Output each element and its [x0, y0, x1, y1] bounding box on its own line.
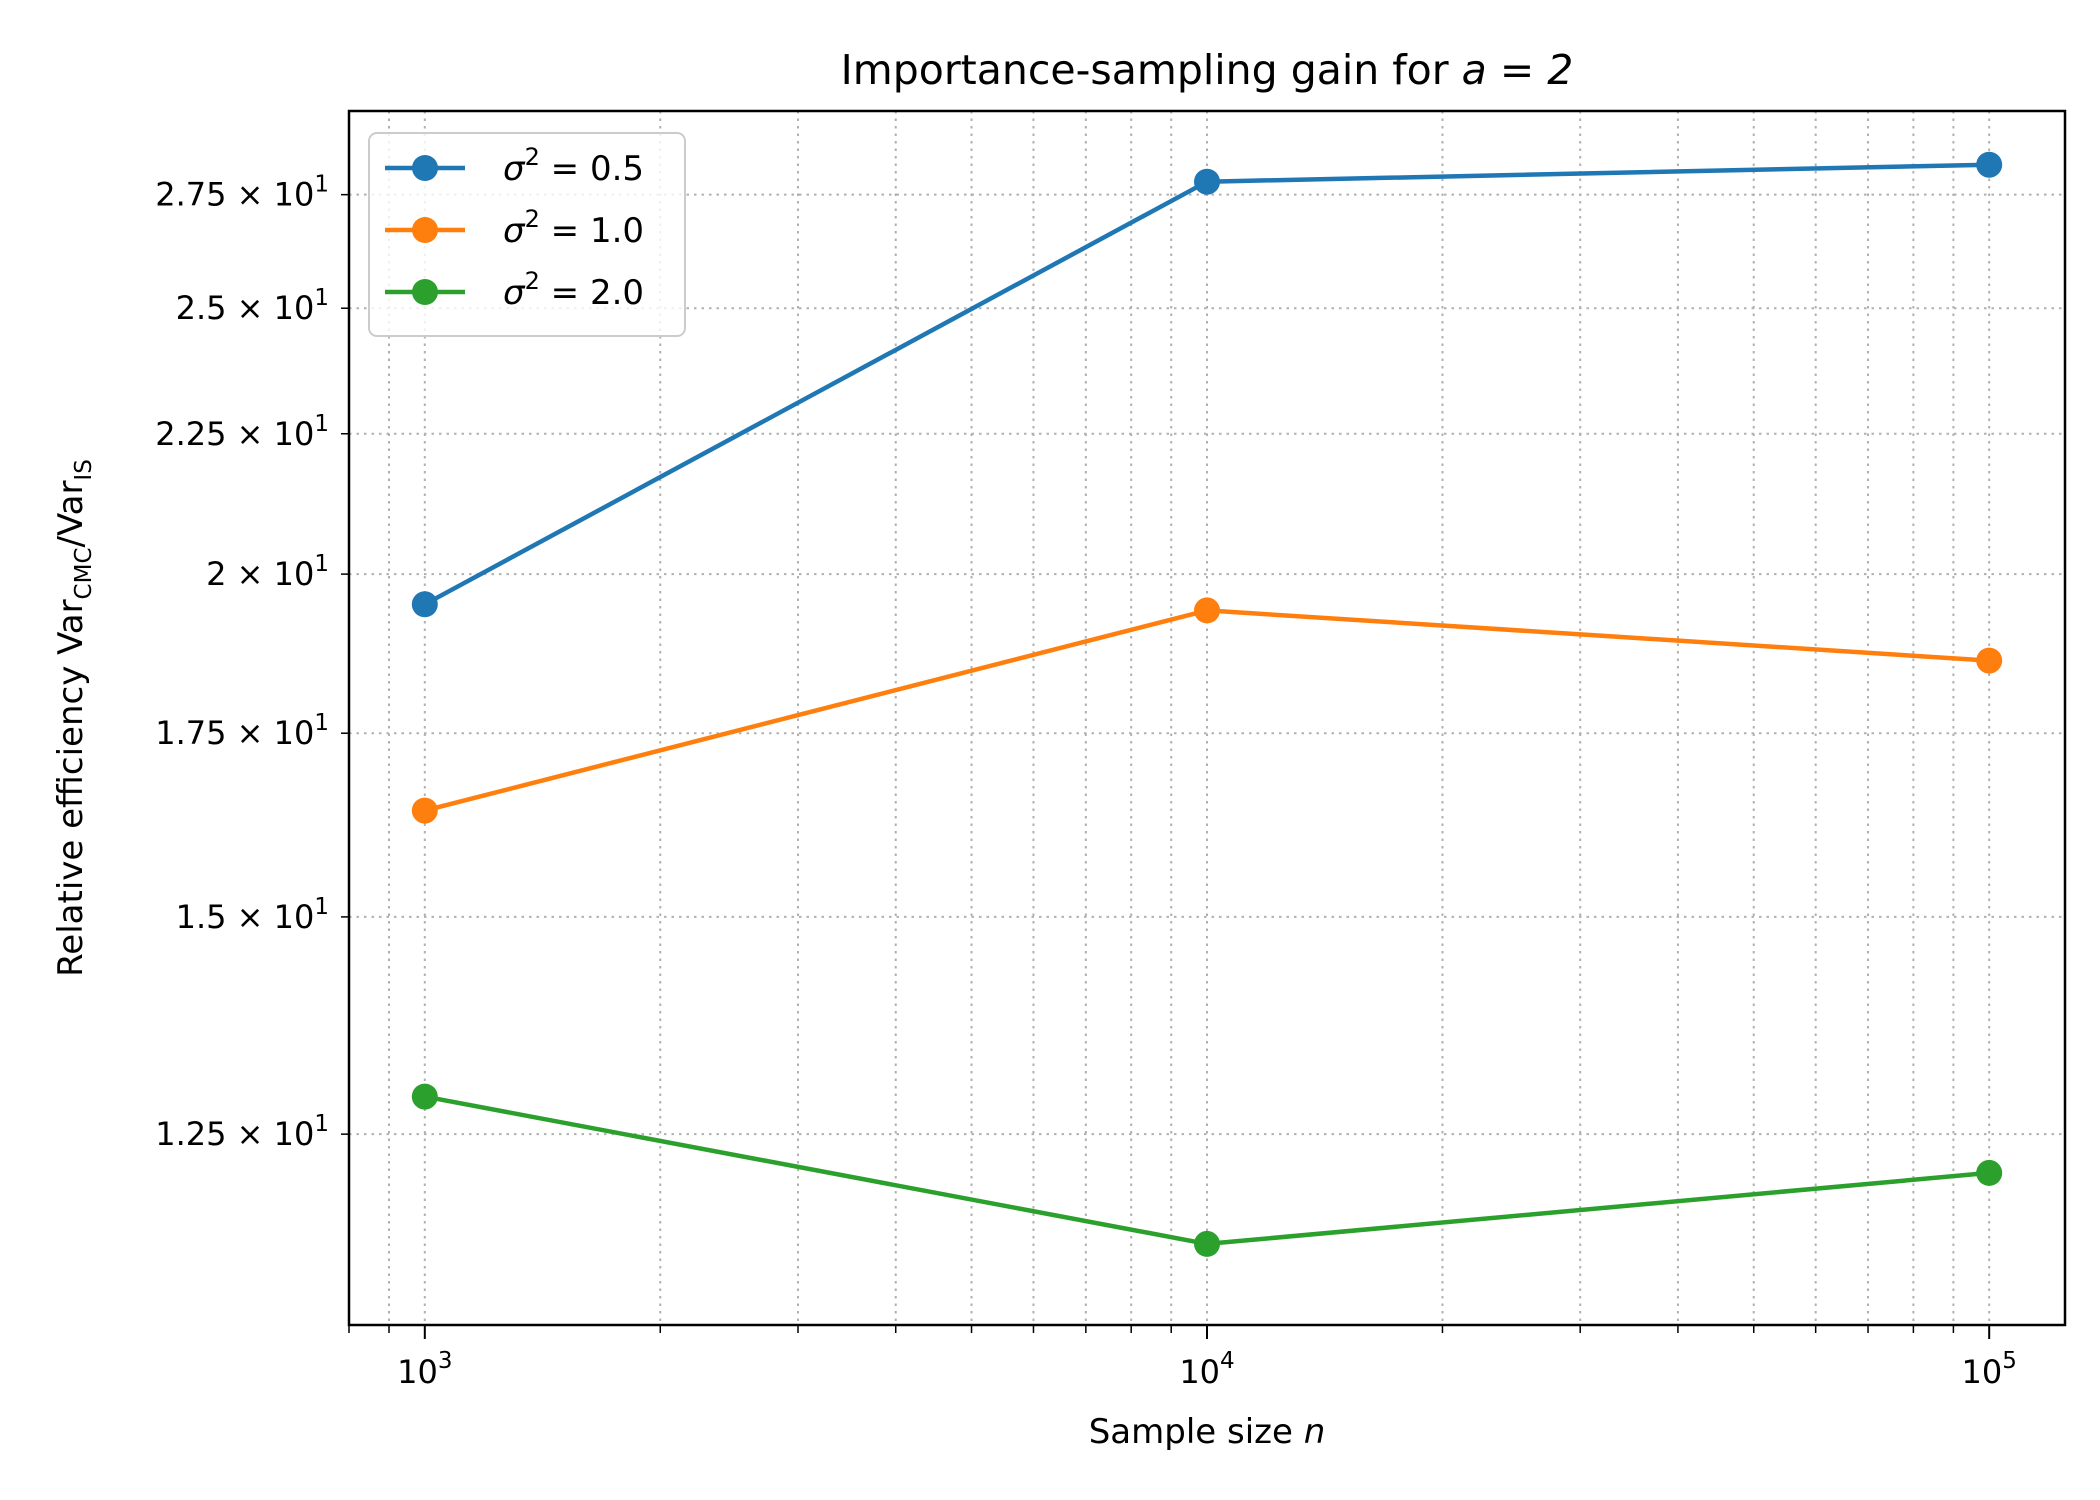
- y-tick-label: 1.5 × 101: [176, 894, 329, 936]
- y-tick-label: 1.75 × 101: [155, 710, 329, 752]
- x-axis-label: Sample size n: [1089, 1412, 1326, 1452]
- y-tick-label: 2.5 × 101: [176, 285, 329, 327]
- axis-ticks: 103 104 105 1.25 × 101 1.5 × 101 1.75 × 101 2 …: [155, 172, 2017, 1391]
- y-tick-label: 2.75 × 101: [155, 172, 329, 214]
- series-1: [411, 151, 2003, 618]
- legend: σ2 = 0.5 σ2 = 1.0 σ2 = 2.0: [368, 132, 686, 337]
- legend-label: σ2 = 2.0: [503, 267, 644, 313]
- data-point: [1976, 151, 2003, 178]
- x-tick-label: 103: [397, 1348, 452, 1391]
- y-tick-label: 2.25 × 101: [155, 411, 329, 453]
- y-tick-label: 1.25 × 101: [155, 1111, 329, 1153]
- legend-marker: [412, 279, 438, 305]
- series-group: [411, 151, 2003, 1257]
- y-axis-label: Relative efficiency VarCMC/VarIS: [51, 459, 97, 977]
- legend-marker: [412, 155, 438, 181]
- data-point: [1194, 597, 1220, 624]
- data-point: [1976, 1159, 2003, 1186]
- legend-label: σ2 = 1.0: [503, 205, 644, 251]
- series-3: [411, 1083, 2003, 1257]
- data-point: [411, 797, 438, 824]
- chart-title: Importance-sampling gain for a = 2: [841, 46, 1574, 94]
- x-tick-label: 104: [1179, 1348, 1234, 1391]
- data-point: [1976, 647, 2003, 674]
- legend-marker: [412, 217, 438, 243]
- x-tick-label: 105: [1962, 1348, 2017, 1391]
- legend-label: σ2 = 0.5: [503, 143, 644, 189]
- y-tick-label: 2 × 101: [206, 551, 329, 593]
- data-point: [411, 591, 438, 618]
- data-point: [1194, 1230, 1220, 1257]
- data-point: [1194, 168, 1220, 195]
- data-point: [411, 1083, 438, 1110]
- series-2: [411, 597, 2003, 824]
- legend-box: [368, 132, 686, 337]
